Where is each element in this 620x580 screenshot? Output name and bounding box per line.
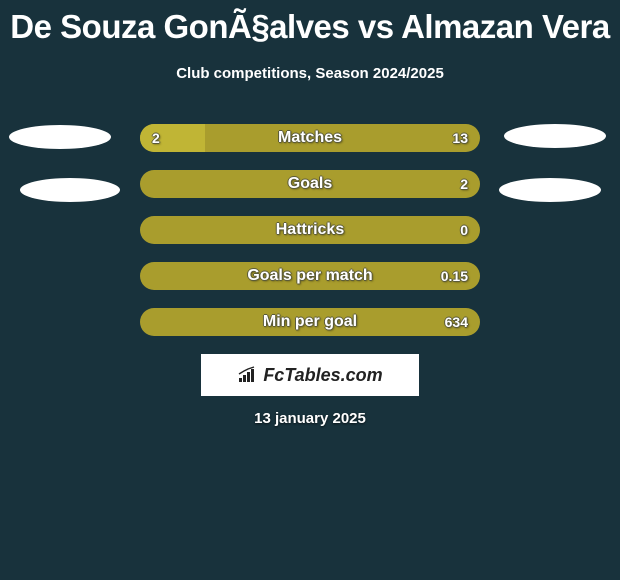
player-right-ellipse-1 [504,124,606,148]
stat-row: 2 Matches 13 [140,124,480,152]
stat-row: Min per goal 634 [140,308,480,336]
stat-row: Goals 2 [140,170,480,198]
player-right-ellipse-2 [499,178,601,202]
stat-right-value: 0 [460,216,468,244]
watermark-text: FcTables.com [263,365,382,386]
player-left-ellipse-1 [9,125,111,149]
stat-right-value: 0.15 [441,262,468,290]
player-left-ellipse-2 [20,178,120,202]
stat-label: Matches [140,124,480,152]
stat-right-value: 13 [452,124,468,152]
stat-label: Min per goal [140,308,480,336]
stat-right-value: 2 [460,170,468,198]
stat-label: Goals [140,170,480,198]
date-text: 13 january 2025 [0,410,620,427]
stat-row: Hattricks 0 [140,216,480,244]
stat-label: Hattricks [140,216,480,244]
stat-label: Goals per match [140,262,480,290]
watermark: FcTables.com [201,354,419,396]
stat-right-value: 634 [445,308,468,336]
stat-row: Goals per match 0.15 [140,262,480,290]
barchart-icon [237,366,259,384]
stats-container: 2 Matches 13 Goals 2 Hattricks 0 Goals p… [0,0,620,400]
